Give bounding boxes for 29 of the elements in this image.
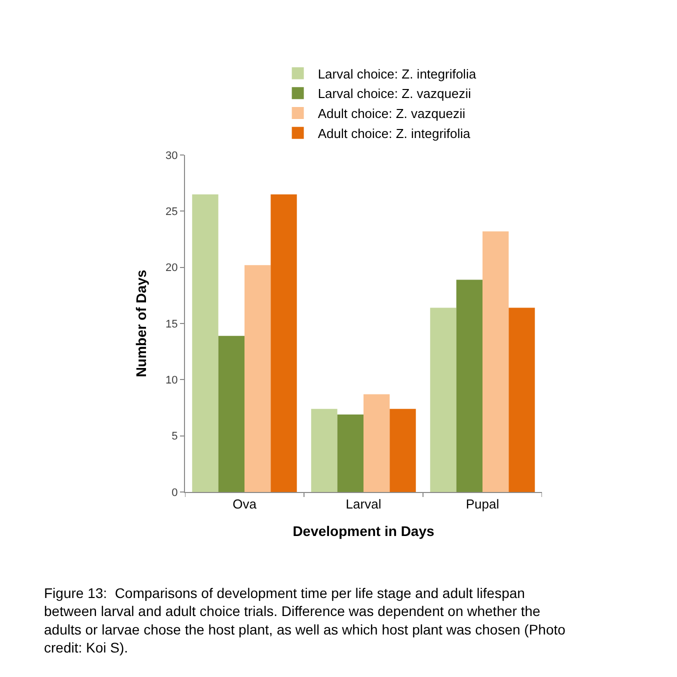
- bar: [508, 308, 535, 492]
- y-tick-label: 30: [166, 150, 178, 162]
- legend-label: Adult choice: Z. integrifolia: [318, 126, 472, 141]
- bar: [244, 265, 271, 492]
- y-tick-label: 10: [166, 374, 178, 387]
- x-axis-title: Development in Days: [292, 522, 435, 539]
- y-axis-title: Number of Days: [133, 270, 150, 378]
- x-tick-label: Ova: [232, 496, 258, 512]
- bar: [218, 336, 244, 492]
- y-tick-label: 25: [166, 206, 178, 218]
- legend-label: Adult choice: Z. vazquezii: [318, 106, 466, 122]
- legend-label: Larval choice: Z. integrifolia: [318, 66, 477, 82]
- bar: [337, 414, 364, 492]
- y-tick-label: 15: [166, 318, 178, 330]
- bar: [482, 231, 509, 492]
- x-tick-label: Pupal: [466, 496, 500, 512]
- y-tick-label: 0: [172, 486, 178, 499]
- y-tick-label: 20: [166, 262, 178, 274]
- bar: [311, 408, 338, 492]
- bar: [390, 408, 416, 492]
- bar: [192, 194, 218, 492]
- bar: [456, 280, 482, 492]
- bar: [430, 308, 456, 492]
- x-tick-label: Larval: [346, 496, 382, 512]
- y-tick-label: 5: [172, 430, 178, 443]
- bar: [270, 194, 297, 492]
- legend-label: Larval choice: Z. vazquezii: [318, 86, 472, 102]
- bar: [364, 394, 390, 492]
- caption: Figure 13: Comparisons of development time per life stage and adult lifespan between larval and adult choice trials. Difference was dependent on whether the adults or larvae chose the host plant, as well as which host plant was chosen (Photo credit: Koi S).: [44, 585, 566, 656]
